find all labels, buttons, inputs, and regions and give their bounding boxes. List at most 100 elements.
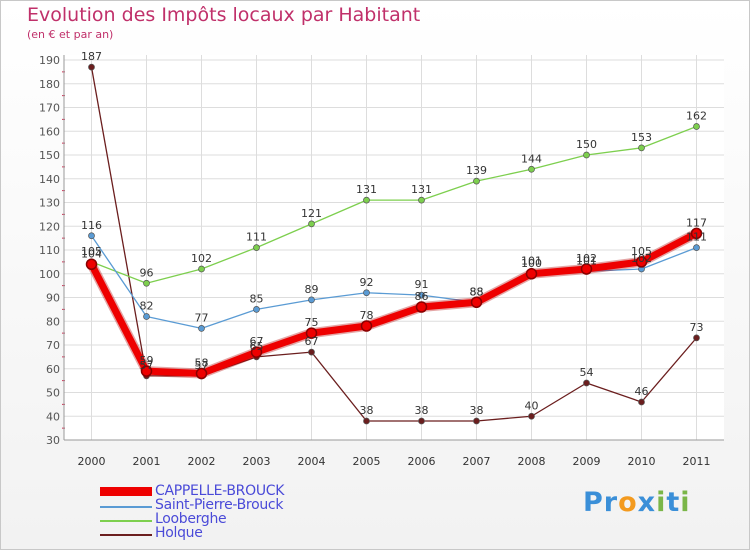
y-tick-label: 60 [46, 363, 60, 376]
point-holque [638, 398, 645, 406]
chart-title: Evolution des Impôts locaux par Habitant [27, 4, 421, 26]
plot-area [64, 55, 724, 440]
data-label-looberghe: 102 [191, 252, 212, 265]
point-cappelle-brouck [85, 258, 98, 270]
data-label-cappelle-brouck: 75 [305, 316, 319, 329]
data-label-looberghe: 139 [466, 164, 487, 177]
point-cappelle-brouck [580, 263, 593, 275]
y-tick-label: 140 [39, 173, 60, 186]
data-label-saint-pierre-brouck: 77 [195, 311, 209, 324]
legend-label-cappelle-brouck: CAPPELLE-BROUCK [155, 483, 285, 499]
point-saint-pierre-brouck [143, 313, 150, 320]
data-label-looberghe: 144 [521, 152, 542, 165]
data-label-holque: 38 [470, 404, 484, 417]
point-cappelle-brouck [140, 365, 153, 377]
data-label-cappelle-brouck: 58 [195, 357, 209, 370]
x-tick-label: 2007 [463, 455, 491, 468]
point-saint-pierre-brouck [88, 232, 95, 240]
data-label-cappelle-brouck: 88 [470, 285, 484, 298]
point-cappelle-brouck [195, 367, 208, 380]
y-tick-label: 100 [39, 268, 60, 281]
point-holque [473, 417, 480, 425]
point-looberghe [253, 244, 260, 251]
x-tick-label: 2003 [243, 455, 271, 468]
x-tick-label: 2008 [518, 455, 546, 468]
y-tick-label: 80 [46, 315, 60, 328]
point-holque [693, 334, 700, 342]
data-label-cappelle-brouck: 117 [686, 216, 707, 229]
y-tick-label: 120 [39, 220, 60, 233]
legend-item-looberghe[interactable]: Looberghe [100, 511, 360, 528]
legend: CAPPELLE-BROUCK Saint-Pierre-Brouck Loob… [100, 483, 360, 542]
legend-swatch-looberghe [100, 520, 152, 522]
x-tick-label: 2004 [298, 455, 326, 468]
x-tick-label: 2010 [628, 455, 656, 468]
chart-subtitle: (en € et par an) [27, 28, 114, 41]
data-label-holque: 57 [195, 359, 209, 372]
legend-item-holque[interactable]: Holque [100, 525, 360, 542]
data-label-looberghe: 150 [576, 138, 597, 151]
data-label-looberghe: 105 [81, 245, 102, 258]
point-looberghe [363, 196, 370, 204]
x-tick-label: 2009 [573, 455, 601, 468]
point-holque [88, 63, 95, 71]
point-looberghe [143, 279, 150, 287]
legend-item-saint-pierre-brouck[interactable]: Saint-Pierre-Brouck [100, 497, 360, 514]
data-label-holque: 38 [415, 404, 429, 417]
proxiti-logo: Proxiti [583, 487, 691, 518]
data-label-holque: 67 [305, 335, 319, 348]
data-label-saint-pierre-brouck: 88 [470, 285, 484, 298]
data-label-holque: 73 [690, 321, 704, 334]
point-cappelle-brouck [415, 301, 428, 313]
series-line-cappelle-brouck [88, 230, 699, 377]
data-label-saint-pierre-brouck: 89 [305, 283, 319, 296]
point-saint-pierre-brouck [418, 291, 425, 299]
data-label-cappelle-brouck: 67 [250, 335, 264, 348]
y-tick-label: 160 [39, 125, 60, 138]
data-label-holque: 54 [580, 366, 594, 379]
data-label-cappelle-brouck: 100 [521, 257, 542, 270]
data-label-cappelle-brouck: 102 [576, 252, 597, 265]
data-label-holque: 57 [140, 359, 154, 372]
point-cappelle-brouck [360, 320, 373, 332]
data-label-looberghe: 96 [140, 266, 154, 279]
data-label-saint-pierre-brouck: 102 [631, 252, 652, 265]
data-label-holque: 46 [635, 385, 649, 398]
data-label-saint-pierre-brouck: 92 [360, 276, 374, 289]
y-tick-label: 70 [46, 339, 60, 352]
data-label-saint-pierre-brouck: 101 [521, 254, 542, 267]
data-label-holque: 40 [525, 399, 539, 412]
data-label-cappelle-brouck: 59 [140, 354, 154, 367]
data-label-looberghe: 153 [631, 131, 652, 144]
point-saint-pierre-brouck [363, 289, 370, 297]
data-label-saint-pierre-brouck: 82 [140, 300, 154, 313]
data-label-saint-pierre-brouck: 101 [576, 254, 597, 267]
point-holque [308, 348, 315, 356]
point-looberghe [693, 123, 700, 130]
legend-item-cappelle-brouck[interactable]: CAPPELLE-BROUCK [100, 483, 360, 500]
point-holque [363, 417, 370, 425]
data-label-cappelle-brouck: 104 [81, 247, 102, 260]
point-looberghe [198, 265, 205, 273]
data-label-saint-pierre-brouck: 116 [81, 219, 102, 232]
y-tick-label: 90 [46, 292, 60, 305]
y-tick-label: 40 [46, 410, 60, 423]
y-tick-label: 110 [39, 244, 60, 257]
legend-label-looberghe: Looberghe [155, 511, 227, 527]
data-label-saint-pierre-brouck: 91 [415, 278, 429, 291]
point-cappelle-brouck [470, 296, 483, 308]
data-label-looberghe: 162 [686, 110, 707, 123]
point-cappelle-brouck [250, 346, 263, 358]
point-looberghe [583, 151, 590, 159]
x-tick-label: 2006 [408, 455, 436, 468]
x-tick-label: 2005 [353, 455, 381, 468]
y-tick-label: 30 [46, 434, 60, 447]
point-looberghe [528, 165, 535, 173]
point-saint-pierre-brouck [253, 306, 260, 313]
point-cappelle-brouck [525, 268, 538, 280]
point-cappelle-brouck [690, 227, 703, 240]
point-saint-pierre-brouck [308, 296, 315, 304]
point-saint-pierre-brouck [693, 244, 700, 251]
point-cappelle-brouck [305, 327, 318, 339]
